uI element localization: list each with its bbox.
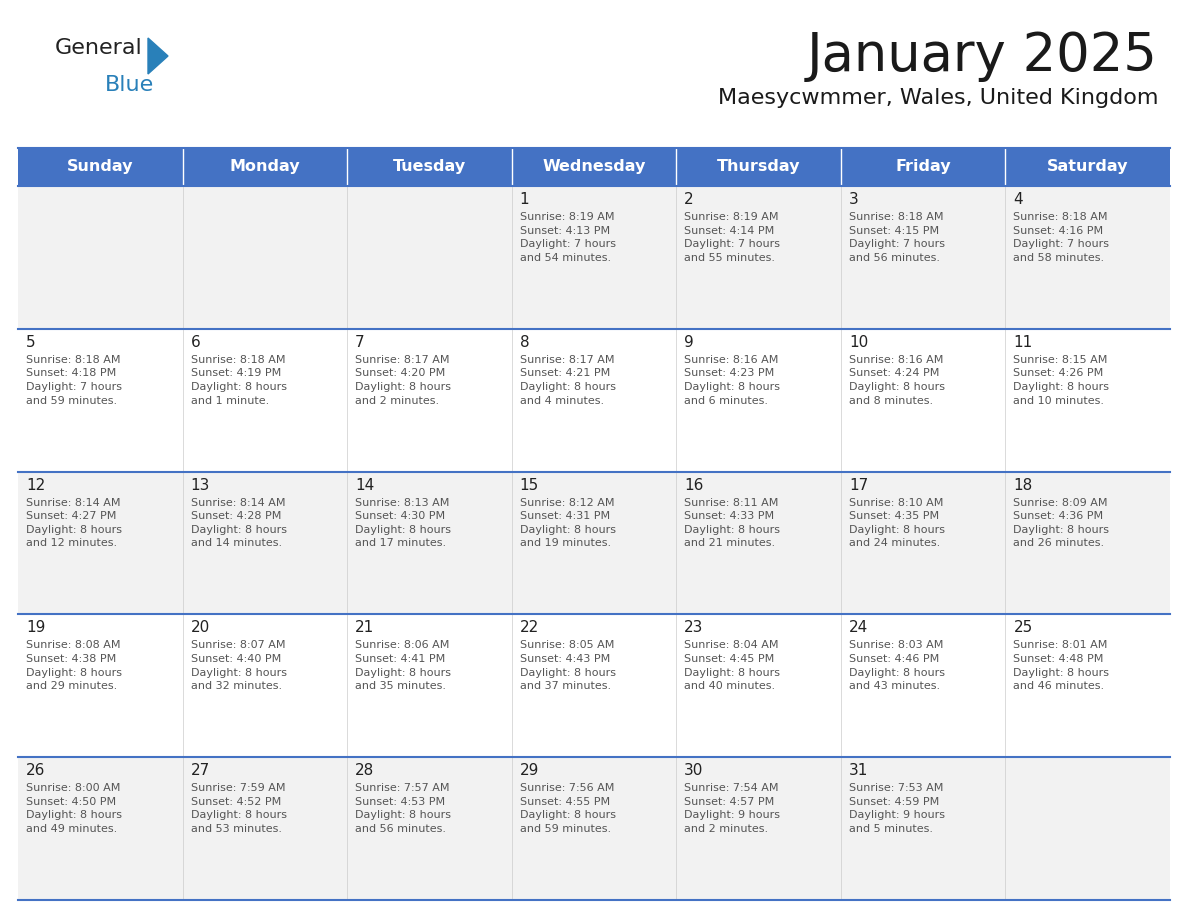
Text: 8: 8 — [519, 335, 530, 350]
Text: Sunrise: 8:06 AM
Sunset: 4:41 PM
Daylight: 8 hours
and 35 minutes.: Sunrise: 8:06 AM Sunset: 4:41 PM Dayligh… — [355, 641, 451, 691]
Text: 3: 3 — [849, 192, 859, 207]
Text: Sunrise: 8:12 AM
Sunset: 4:31 PM
Daylight: 8 hours
and 19 minutes.: Sunrise: 8:12 AM Sunset: 4:31 PM Dayligh… — [519, 498, 615, 548]
Text: Sunrise: 8:08 AM
Sunset: 4:38 PM
Daylight: 8 hours
and 29 minutes.: Sunrise: 8:08 AM Sunset: 4:38 PM Dayligh… — [26, 641, 122, 691]
Text: Monday: Monday — [229, 160, 301, 174]
Text: 24: 24 — [849, 621, 868, 635]
Text: 27: 27 — [190, 763, 210, 778]
Text: Sunrise: 8:17 AM
Sunset: 4:21 PM
Daylight: 8 hours
and 4 minutes.: Sunrise: 8:17 AM Sunset: 4:21 PM Dayligh… — [519, 354, 615, 406]
Text: 18: 18 — [1013, 477, 1032, 493]
Text: Sunrise: 8:04 AM
Sunset: 4:45 PM
Daylight: 8 hours
and 40 minutes.: Sunrise: 8:04 AM Sunset: 4:45 PM Dayligh… — [684, 641, 781, 691]
Bar — [18, 148, 183, 186]
Text: 13: 13 — [190, 477, 210, 493]
Text: 30: 30 — [684, 763, 703, 778]
Text: Blue: Blue — [105, 75, 154, 95]
Text: 12: 12 — [26, 477, 45, 493]
Text: Maesycwmmer, Wales, United Kingdom: Maesycwmmer, Wales, United Kingdom — [718, 88, 1158, 108]
Text: 14: 14 — [355, 477, 374, 493]
Text: Wednesday: Wednesday — [542, 160, 646, 174]
Text: Sunrise: 8:01 AM
Sunset: 4:48 PM
Daylight: 8 hours
and 46 minutes.: Sunrise: 8:01 AM Sunset: 4:48 PM Dayligh… — [1013, 641, 1110, 691]
Text: Sunrise: 8:18 AM
Sunset: 4:16 PM
Daylight: 7 hours
and 58 minutes.: Sunrise: 8:18 AM Sunset: 4:16 PM Dayligh… — [1013, 212, 1110, 263]
Text: 25: 25 — [1013, 621, 1032, 635]
Text: Sunrise: 7:57 AM
Sunset: 4:53 PM
Daylight: 8 hours
and 56 minutes.: Sunrise: 7:57 AM Sunset: 4:53 PM Dayligh… — [355, 783, 451, 834]
Text: 1: 1 — [519, 192, 530, 207]
Text: Thursday: Thursday — [716, 160, 801, 174]
Bar — [18, 614, 1170, 757]
Text: 28: 28 — [355, 763, 374, 778]
Text: Sunrise: 8:18 AM
Sunset: 4:15 PM
Daylight: 7 hours
and 56 minutes.: Sunrise: 8:18 AM Sunset: 4:15 PM Dayligh… — [849, 212, 944, 263]
Text: 9: 9 — [684, 335, 694, 350]
Text: Sunrise: 7:53 AM
Sunset: 4:59 PM
Daylight: 9 hours
and 5 minutes.: Sunrise: 7:53 AM Sunset: 4:59 PM Dayligh… — [849, 783, 944, 834]
Text: Sunrise: 8:05 AM
Sunset: 4:43 PM
Daylight: 8 hours
and 37 minutes.: Sunrise: 8:05 AM Sunset: 4:43 PM Dayligh… — [519, 641, 615, 691]
Text: Tuesday: Tuesday — [393, 160, 466, 174]
Text: Sunrise: 8:16 AM
Sunset: 4:23 PM
Daylight: 8 hours
and 6 minutes.: Sunrise: 8:16 AM Sunset: 4:23 PM Dayligh… — [684, 354, 781, 406]
Text: 31: 31 — [849, 763, 868, 778]
Text: 20: 20 — [190, 621, 210, 635]
Bar — [347, 148, 512, 186]
Text: Sunday: Sunday — [67, 160, 133, 174]
Bar — [18, 186, 1170, 329]
Bar — [18, 472, 1170, 614]
Text: Sunrise: 7:59 AM
Sunset: 4:52 PM
Daylight: 8 hours
and 53 minutes.: Sunrise: 7:59 AM Sunset: 4:52 PM Dayligh… — [190, 783, 286, 834]
Text: 6: 6 — [190, 335, 201, 350]
Text: Sunrise: 8:11 AM
Sunset: 4:33 PM
Daylight: 8 hours
and 21 minutes.: Sunrise: 8:11 AM Sunset: 4:33 PM Dayligh… — [684, 498, 781, 548]
Text: 29: 29 — [519, 763, 539, 778]
Text: 17: 17 — [849, 477, 868, 493]
Text: 21: 21 — [355, 621, 374, 635]
Text: 15: 15 — [519, 477, 539, 493]
Text: Sunrise: 8:07 AM
Sunset: 4:40 PM
Daylight: 8 hours
and 32 minutes.: Sunrise: 8:07 AM Sunset: 4:40 PM Dayligh… — [190, 641, 286, 691]
Text: 19: 19 — [26, 621, 45, 635]
Text: General: General — [55, 38, 143, 58]
Text: Saturday: Saturday — [1047, 160, 1129, 174]
Text: Sunrise: 8:17 AM
Sunset: 4:20 PM
Daylight: 8 hours
and 2 minutes.: Sunrise: 8:17 AM Sunset: 4:20 PM Dayligh… — [355, 354, 451, 406]
Text: 26: 26 — [26, 763, 45, 778]
Bar — [18, 329, 1170, 472]
Text: Sunrise: 8:09 AM
Sunset: 4:36 PM
Daylight: 8 hours
and 26 minutes.: Sunrise: 8:09 AM Sunset: 4:36 PM Dayligh… — [1013, 498, 1110, 548]
Text: Friday: Friday — [896, 160, 950, 174]
Text: 23: 23 — [684, 621, 703, 635]
Text: Sunrise: 8:00 AM
Sunset: 4:50 PM
Daylight: 8 hours
and 49 minutes.: Sunrise: 8:00 AM Sunset: 4:50 PM Dayligh… — [26, 783, 122, 834]
Text: Sunrise: 7:56 AM
Sunset: 4:55 PM
Daylight: 8 hours
and 59 minutes.: Sunrise: 7:56 AM Sunset: 4:55 PM Dayligh… — [519, 783, 615, 834]
Text: Sunrise: 7:54 AM
Sunset: 4:57 PM
Daylight: 9 hours
and 2 minutes.: Sunrise: 7:54 AM Sunset: 4:57 PM Dayligh… — [684, 783, 781, 834]
Text: Sunrise: 8:19 AM
Sunset: 4:13 PM
Daylight: 7 hours
and 54 minutes.: Sunrise: 8:19 AM Sunset: 4:13 PM Dayligh… — [519, 212, 615, 263]
Bar — [676, 148, 841, 186]
Text: Sunrise: 8:15 AM
Sunset: 4:26 PM
Daylight: 8 hours
and 10 minutes.: Sunrise: 8:15 AM Sunset: 4:26 PM Dayligh… — [1013, 354, 1110, 406]
Text: Sunrise: 8:14 AM
Sunset: 4:28 PM
Daylight: 8 hours
and 14 minutes.: Sunrise: 8:14 AM Sunset: 4:28 PM Dayligh… — [190, 498, 286, 548]
Bar — [841, 148, 1005, 186]
Text: 4: 4 — [1013, 192, 1023, 207]
Text: Sunrise: 8:16 AM
Sunset: 4:24 PM
Daylight: 8 hours
and 8 minutes.: Sunrise: 8:16 AM Sunset: 4:24 PM Dayligh… — [849, 354, 944, 406]
Text: Sunrise: 8:03 AM
Sunset: 4:46 PM
Daylight: 8 hours
and 43 minutes.: Sunrise: 8:03 AM Sunset: 4:46 PM Dayligh… — [849, 641, 944, 691]
Text: 10: 10 — [849, 335, 868, 350]
Text: 11: 11 — [1013, 335, 1032, 350]
Text: Sunrise: 8:10 AM
Sunset: 4:35 PM
Daylight: 8 hours
and 24 minutes.: Sunrise: 8:10 AM Sunset: 4:35 PM Dayligh… — [849, 498, 944, 548]
Bar — [183, 148, 347, 186]
Text: Sunrise: 8:19 AM
Sunset: 4:14 PM
Daylight: 7 hours
and 55 minutes.: Sunrise: 8:19 AM Sunset: 4:14 PM Dayligh… — [684, 212, 781, 263]
Bar — [512, 148, 676, 186]
Polygon shape — [148, 38, 168, 74]
Text: January 2025: January 2025 — [807, 30, 1158, 82]
Text: Sunrise: 8:18 AM
Sunset: 4:19 PM
Daylight: 8 hours
and 1 minute.: Sunrise: 8:18 AM Sunset: 4:19 PM Dayligh… — [190, 354, 286, 406]
Text: Sunrise: 8:13 AM
Sunset: 4:30 PM
Daylight: 8 hours
and 17 minutes.: Sunrise: 8:13 AM Sunset: 4:30 PM Dayligh… — [355, 498, 451, 548]
Bar — [18, 757, 1170, 900]
Text: Sunrise: 8:18 AM
Sunset: 4:18 PM
Daylight: 7 hours
and 59 minutes.: Sunrise: 8:18 AM Sunset: 4:18 PM Dayligh… — [26, 354, 122, 406]
Text: 5: 5 — [26, 335, 36, 350]
Text: 2: 2 — [684, 192, 694, 207]
Text: 22: 22 — [519, 621, 539, 635]
Text: 16: 16 — [684, 477, 703, 493]
Text: 7: 7 — [355, 335, 365, 350]
Text: Sunrise: 8:14 AM
Sunset: 4:27 PM
Daylight: 8 hours
and 12 minutes.: Sunrise: 8:14 AM Sunset: 4:27 PM Dayligh… — [26, 498, 122, 548]
Bar — [1005, 148, 1170, 186]
